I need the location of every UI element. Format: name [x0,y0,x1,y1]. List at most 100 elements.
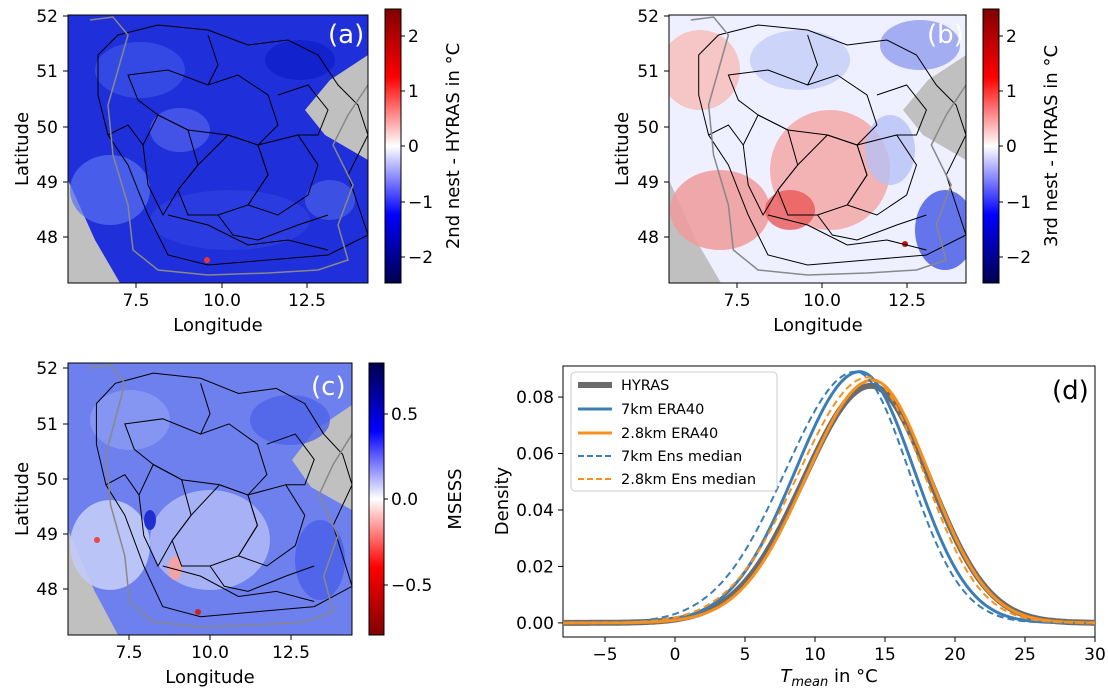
panel-b-ylabel: Latitude [612,112,633,186]
panel-a-cbtick: 1 [408,82,419,102]
catchment-boundary [218,215,328,240]
panel-c-xlabel: Longitude [165,667,255,688]
panel-b-cbtick: −2 [1006,248,1031,268]
panel-a-ytick: 50 [36,118,58,138]
panel-c-cbtick: 0.0 [391,490,418,510]
panel-c-colorbar [368,362,385,636]
panel-d-ytick-label: 0.00 [516,614,554,634]
series-2-8km-ens-median [563,376,1095,624]
panel-a-xticks: 7.5 10.0 12.5 [122,283,326,311]
panel-a-field [68,15,368,283]
catchment-boundary [208,35,218,85]
catchment-boundary [699,25,966,265]
panel-b-colorbar-label: 3rd nest - HYRAS in °C [1041,45,1062,247]
panel-a-colorbar [384,8,402,284]
panel-c-tag: (c) [311,372,346,402]
panel-a-yticks: 48 49 50 51 52 [36,7,68,248]
panel-c-field [68,363,352,635]
panel-b-colorbar-ticks: −2 −1 0 1 2 [999,27,1031,268]
panel-c-cbtick: −0.5 [391,576,432,596]
panel-a-colorbar-ticks: −2 −1 0 1 2 [401,27,433,268]
panel-a-ylabel: Latitude [12,112,33,186]
panel-d-ytick-label: 0.04 [516,501,554,521]
catchment-boundary [248,135,318,215]
catchment-boundary [709,125,744,145]
panel-b-ytick: 51 [637,62,659,82]
panel-c-colorbar-label: MSESS [445,468,466,529]
catchment-boundary [98,25,368,265]
panel-d-series [563,370,1095,626]
panel-d-legend-box [570,371,778,492]
panel-c-cbtick: 0.5 [391,405,418,425]
panel-a-ytick: 48 [36,228,58,248]
panel-d-ylabel: Density [492,466,513,535]
catchment-boundary [106,475,139,495]
panel-a-ytick: 51 [36,62,58,82]
panel-a-cbtick: 2 [408,27,419,47]
panel-d-xticks: −5 0 5 10 15 20 25 30 [592,637,1106,665]
panel-b-yticks: 48 49 50 51 52 [637,7,669,248]
panel-c-xticks: 7.5 10.0 12.5 [115,635,310,663]
panel-b-cbtick: −1 [1006,193,1031,213]
catchment-boundary [128,70,278,145]
panel-b-xticks: 7.5 10.0 12.5 [723,283,926,311]
country-border [89,365,352,627]
panel-a-cbtick: −1 [408,193,433,213]
panel-b-ytick: 52 [637,7,659,27]
panel-c-ytick: 49 [36,525,58,545]
panel-a-xtick: 10.0 [203,291,241,311]
panel-c-xtick: 10.0 [191,643,229,663]
series-7km-ens-median [563,370,1095,624]
panel-b-cbtick: 0 [1006,137,1017,157]
panel-a-frame [67,14,369,284]
panel-c-xtick: 7.5 [115,643,142,663]
panel-a-xtick: 7.5 [122,291,149,311]
panel-a-catchment-boundaries [90,17,368,275]
panel-a-colorbar-label: 2nd nest - HYRAS in °C [443,43,464,249]
panel-c-ytick: 48 [36,580,58,600]
panel-b-xtick: 7.5 [723,291,750,311]
panel-d-xtick-label: −5 [592,645,617,665]
panel-c-yticks: 48 49 50 51 52 [36,359,68,600]
catchment-boundary [768,215,926,250]
panel-b-xlabel: Longitude [773,315,863,336]
panel-b-tag: (b) [927,20,964,50]
catchment-boundary [108,125,143,145]
panel-d-xtick-label: 20 [944,645,966,665]
catchment-boundary [96,373,352,617]
panel-b-colorbar [982,8,1000,284]
panel-d-ytick-label: 0.06 [516,445,554,465]
panel-d-xtick-label: 10 [804,645,826,665]
catchment-boundary [163,566,315,602]
catchment-boundary [143,115,198,215]
panel-d-legend: HYRAS 7km ERA40 2.8km ERA40 7km Ens medi… [570,371,778,492]
catchment-boundary [847,135,916,215]
catchment-boundary [201,383,210,434]
panel-a-ytick: 52 [36,7,58,27]
panel-d-yticks: 0.00 0.02 0.04 0.06 0.08 [516,388,563,634]
panel-a-cbtick: −2 [408,248,433,268]
panel-b-ytick: 50 [637,118,659,138]
panel-c-colorbar-ticks: −0.5 0.0 0.5 [384,405,432,596]
panel-c-ylabel: Latitude [12,462,33,536]
catchment-boundary [728,70,877,145]
panel-a-xtick: 12.5 [288,291,326,311]
panel-a-map: (a) 48 49 50 51 52 7.5 10.0 12.5 Longitu… [12,7,464,336]
panel-d-xtick-label: 30 [1084,645,1106,665]
panel-b-map: (b) 48 49 50 51 52 7.5 10.0 12.5 Longitu… [612,7,1062,336]
legend-entry-7km-era40: 7km ERA40 [621,402,704,418]
panel-d-xtick-label: 5 [740,645,751,665]
panel-b-frame [668,14,967,284]
panel-b-xtick: 10.0 [803,291,841,311]
panel-c-ytick: 50 [36,470,58,490]
panel-d-xlabel-subscript: mean [791,675,828,689]
panel-d-ytick-label: 0.02 [516,557,554,577]
catchment-boundary [267,434,314,485]
catchment-boundary [818,215,927,240]
catchment-boundary [743,115,797,215]
panel-b-cbtick: 1 [1006,82,1017,102]
panel-a-cbtick: 0 [408,137,419,157]
catchment-boundary [278,85,328,135]
catchment-boundary [168,215,328,250]
